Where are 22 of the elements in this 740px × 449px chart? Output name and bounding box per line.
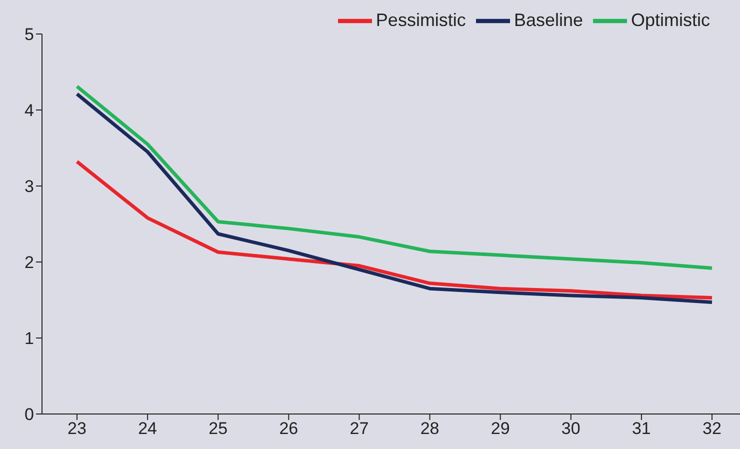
legend-label: Optimistic — [630, 10, 710, 30]
x-tick-label: 31 — [632, 419, 651, 438]
x-tick-label: 29 — [490, 419, 510, 438]
x-tick-label: 24 — [138, 419, 158, 438]
legend-label: Pessimistic — [376, 10, 466, 30]
x-tick-label: 25 — [208, 419, 228, 438]
x-tick-label: 27 — [350, 419, 369, 438]
y-tick-label: 3 — [24, 177, 34, 196]
x-tick-label: 23 — [68, 419, 86, 438]
x-tick-label: 26 — [279, 419, 298, 438]
y-tick-label: 0 — [24, 405, 34, 424]
x-tick-label: 28 — [420, 419, 440, 438]
line-series — [75, 160, 714, 300]
y-tick-label: 2 — [24, 253, 34, 272]
y-tick-label: 4 — [24, 101, 34, 120]
x-tick-label: 30 — [561, 419, 580, 438]
line-series — [75, 84, 714, 270]
y-tick-label: 1 — [24, 329, 34, 348]
line-series — [75, 92, 714, 304]
y-tick-label: 5 — [24, 25, 34, 44]
legend-label: Baseline — [514, 10, 583, 30]
x-tick-label: 32 — [702, 419, 722, 438]
